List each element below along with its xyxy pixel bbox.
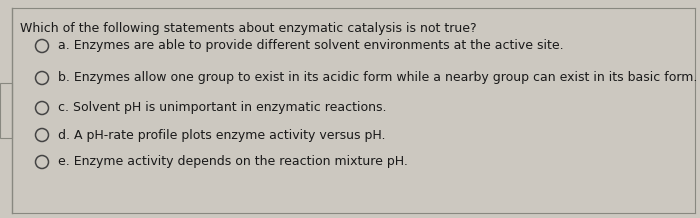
Text: e. Enzyme activity depends on the reaction mixture pH.: e. Enzyme activity depends on the reacti… [58, 155, 408, 169]
Bar [0, 83, 12, 138]
Text: d. A pH-rate profile plots enzyme activity versus pH.: d. A pH-rate profile plots enzyme activi… [58, 128, 386, 141]
Text: b. Enzymes allow one group to exist in its acidic form while a nearby group can : b. Enzymes allow one group to exist in i… [58, 72, 697, 85]
Text: c. Solvent pH is unimportant in enzymatic reactions.: c. Solvent pH is unimportant in enzymati… [58, 102, 386, 114]
Text: Which of the following statements about enzymatic catalysis is not true?: Which of the following statements about … [20, 22, 477, 35]
Text: a. Enzymes are able to provide different solvent environments at the active site: a. Enzymes are able to provide different… [58, 39, 564, 53]
